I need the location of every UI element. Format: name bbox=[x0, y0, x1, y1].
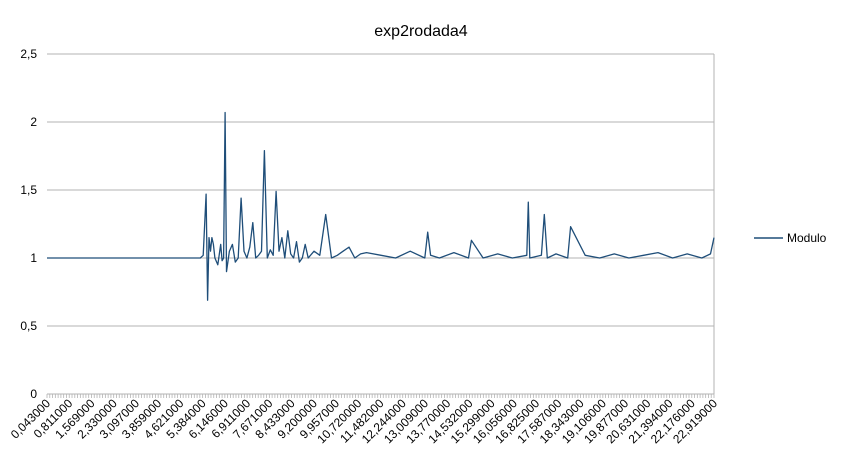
y-tick-label: 2,5 bbox=[20, 47, 37, 61]
series-line-modulo bbox=[47, 111, 715, 301]
chart-title: exp2rodada4 bbox=[374, 23, 468, 40]
legend: Modulo bbox=[754, 231, 827, 245]
y-tick-label: 0,5 bbox=[20, 319, 37, 333]
y-axis: 0 0,5 1 1,5 2 2,5 bbox=[20, 47, 37, 401]
x-axis: 0,0430000,8110001,5690002,3300003,097000… bbox=[8, 393, 720, 446]
y-tick-label: 1,5 bbox=[20, 183, 37, 197]
y-tick-label: 2 bbox=[30, 115, 37, 129]
y-tick-label: 1 bbox=[30, 251, 37, 265]
legend-label-modulo: Modulo bbox=[787, 231, 827, 245]
series-layer bbox=[47, 111, 715, 301]
grid-lines bbox=[47, 53, 715, 395]
y-tick-label: 0 bbox=[30, 387, 37, 401]
